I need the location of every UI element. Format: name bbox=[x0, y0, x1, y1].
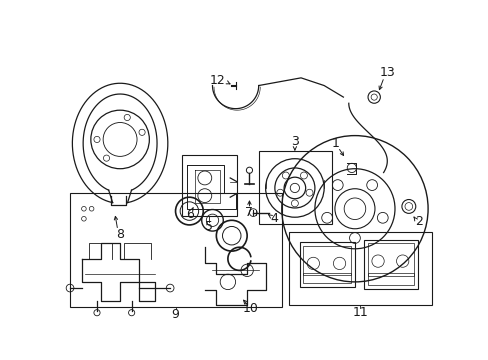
Bar bbox=[70, 193, 281, 307]
Text: 4: 4 bbox=[270, 212, 278, 225]
Bar bbox=[303, 273, 350, 283]
Text: 13: 13 bbox=[379, 66, 394, 79]
Bar bbox=[303, 246, 350, 275]
Bar bbox=[364, 239, 417, 289]
Text: 12: 12 bbox=[209, 74, 225, 87]
Bar bbox=[289, 232, 431, 305]
Text: 3: 3 bbox=[290, 135, 298, 148]
Text: 9: 9 bbox=[171, 308, 179, 321]
Bar bbox=[258, 151, 331, 224]
Text: 8: 8 bbox=[116, 228, 124, 240]
Text: 1: 1 bbox=[331, 137, 339, 150]
Bar bbox=[182, 155, 237, 216]
Text: 11: 11 bbox=[352, 306, 367, 319]
Text: 7: 7 bbox=[245, 206, 253, 219]
Text: 6: 6 bbox=[186, 208, 194, 221]
Bar bbox=[299, 242, 354, 287]
Text: 10: 10 bbox=[243, 302, 259, 315]
Bar bbox=[367, 243, 413, 276]
Text: 5: 5 bbox=[205, 220, 213, 233]
Text: 2: 2 bbox=[414, 215, 422, 228]
Bar bbox=[367, 274, 413, 285]
